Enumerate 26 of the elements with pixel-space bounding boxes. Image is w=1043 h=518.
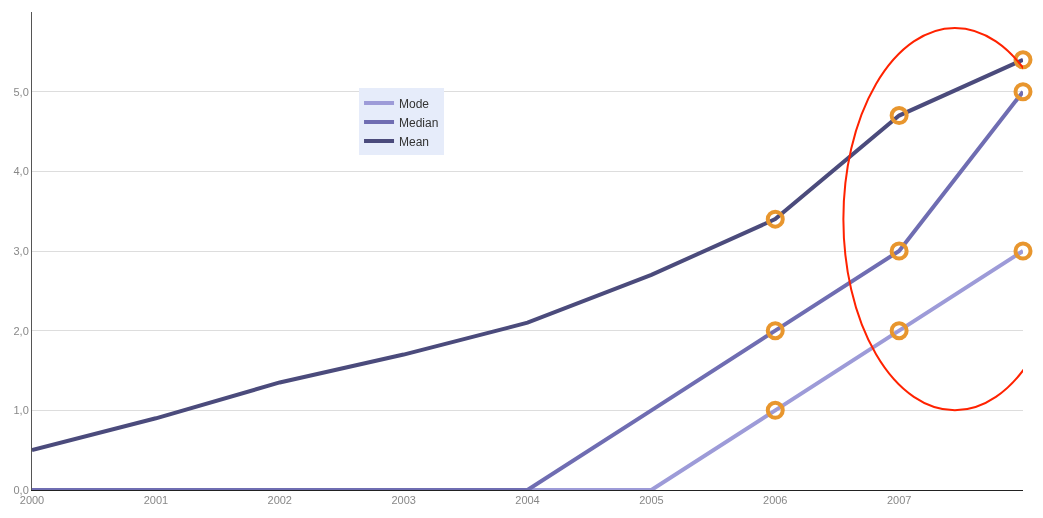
point xyxy=(1013,82,1033,102)
point xyxy=(889,106,909,126)
point xyxy=(889,241,909,261)
x-tick-label: 2007 xyxy=(886,494,912,507)
point xyxy=(1013,50,1033,70)
x-tick-label: 2001 xyxy=(143,494,169,507)
point xyxy=(765,321,785,341)
x-tick-label: 2003 xyxy=(391,494,416,507)
legend-label: Mean xyxy=(399,134,430,149)
y-tick-label: 1,0 xyxy=(13,404,29,417)
point xyxy=(889,321,909,341)
y-tick-label: 0,0 xyxy=(13,483,29,496)
y-tick-label: 4,0 xyxy=(13,165,29,178)
point xyxy=(1013,241,1033,261)
x-tick-label: 2002 xyxy=(267,494,292,507)
x-tick-label: 2006 xyxy=(763,494,788,507)
point xyxy=(765,400,785,420)
y-tick-label: 3,0 xyxy=(13,244,29,257)
y-tick-label: 5,0 xyxy=(13,85,29,98)
y-tick-label: 2,0 xyxy=(13,324,29,337)
point xyxy=(765,209,785,229)
x-tick-label: 2000 xyxy=(19,494,45,507)
x-tick-label: 2005 xyxy=(639,494,664,507)
legend-label: Mode xyxy=(399,96,430,111)
legend-label: Median xyxy=(399,115,439,130)
x-tick-label: 2004 xyxy=(515,494,540,507)
